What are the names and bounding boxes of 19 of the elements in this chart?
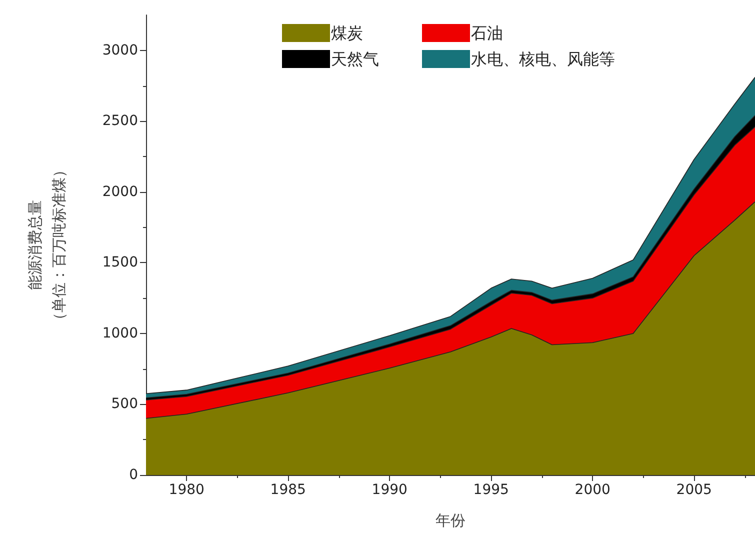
y-tick-label: 2500: [102, 113, 138, 130]
y-tick-label: 1500: [102, 254, 138, 271]
legend-label: 天然气: [331, 50, 379, 68]
x-tick-label: 2000: [574, 482, 610, 498]
legend-label: 水电、核电、风能等: [471, 50, 615, 68]
legend-label: 煤炭: [331, 24, 363, 42]
x-tick-label: 1995: [473, 482, 509, 498]
x-axis-title: 年份: [436, 512, 466, 530]
y-axis-title: 能源消费总量（单位：百万吨标准煤）: [26, 162, 68, 328]
y-tick-label: 0: [129, 467, 138, 483]
x-tick-label: 1980: [168, 482, 204, 498]
x-tick-label: 2005: [676, 482, 712, 498]
x-tick-label: 1985: [270, 482, 306, 498]
legend-label: 石油: [471, 24, 503, 42]
y-tick-label: 1000: [102, 325, 138, 342]
y-tick-label: 2000: [102, 184, 138, 200]
x-tick-label: 1990: [372, 482, 408, 498]
y-tick-label: 500: [111, 396, 138, 412]
y-tick-label: 3000: [102, 42, 138, 58]
